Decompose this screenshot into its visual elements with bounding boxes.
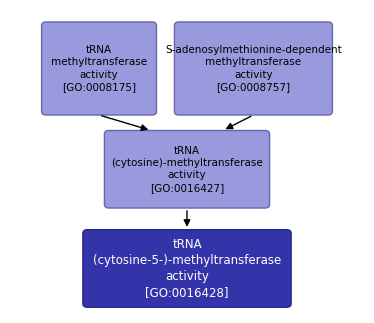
FancyBboxPatch shape xyxy=(83,230,291,307)
Text: S-adenosylmethionine-dependent
methyltransferase
activity
[GO:0008757]: S-adenosylmethionine-dependent methyltra… xyxy=(165,45,342,92)
FancyBboxPatch shape xyxy=(174,22,332,115)
FancyBboxPatch shape xyxy=(42,22,156,115)
Text: tRNA
(cytosine)-methyltransferase
activity
[GO:0016427]: tRNA (cytosine)-methyltransferase activi… xyxy=(111,146,263,193)
FancyBboxPatch shape xyxy=(104,130,270,208)
Text: tRNA
(cytosine-5-)-methyltransferase
activity
[GO:0016428]: tRNA (cytosine-5-)-methyltransferase act… xyxy=(93,238,281,299)
Text: tRNA
methyltransferase
activity
[GO:0008175]: tRNA methyltransferase activity [GO:0008… xyxy=(51,45,147,92)
